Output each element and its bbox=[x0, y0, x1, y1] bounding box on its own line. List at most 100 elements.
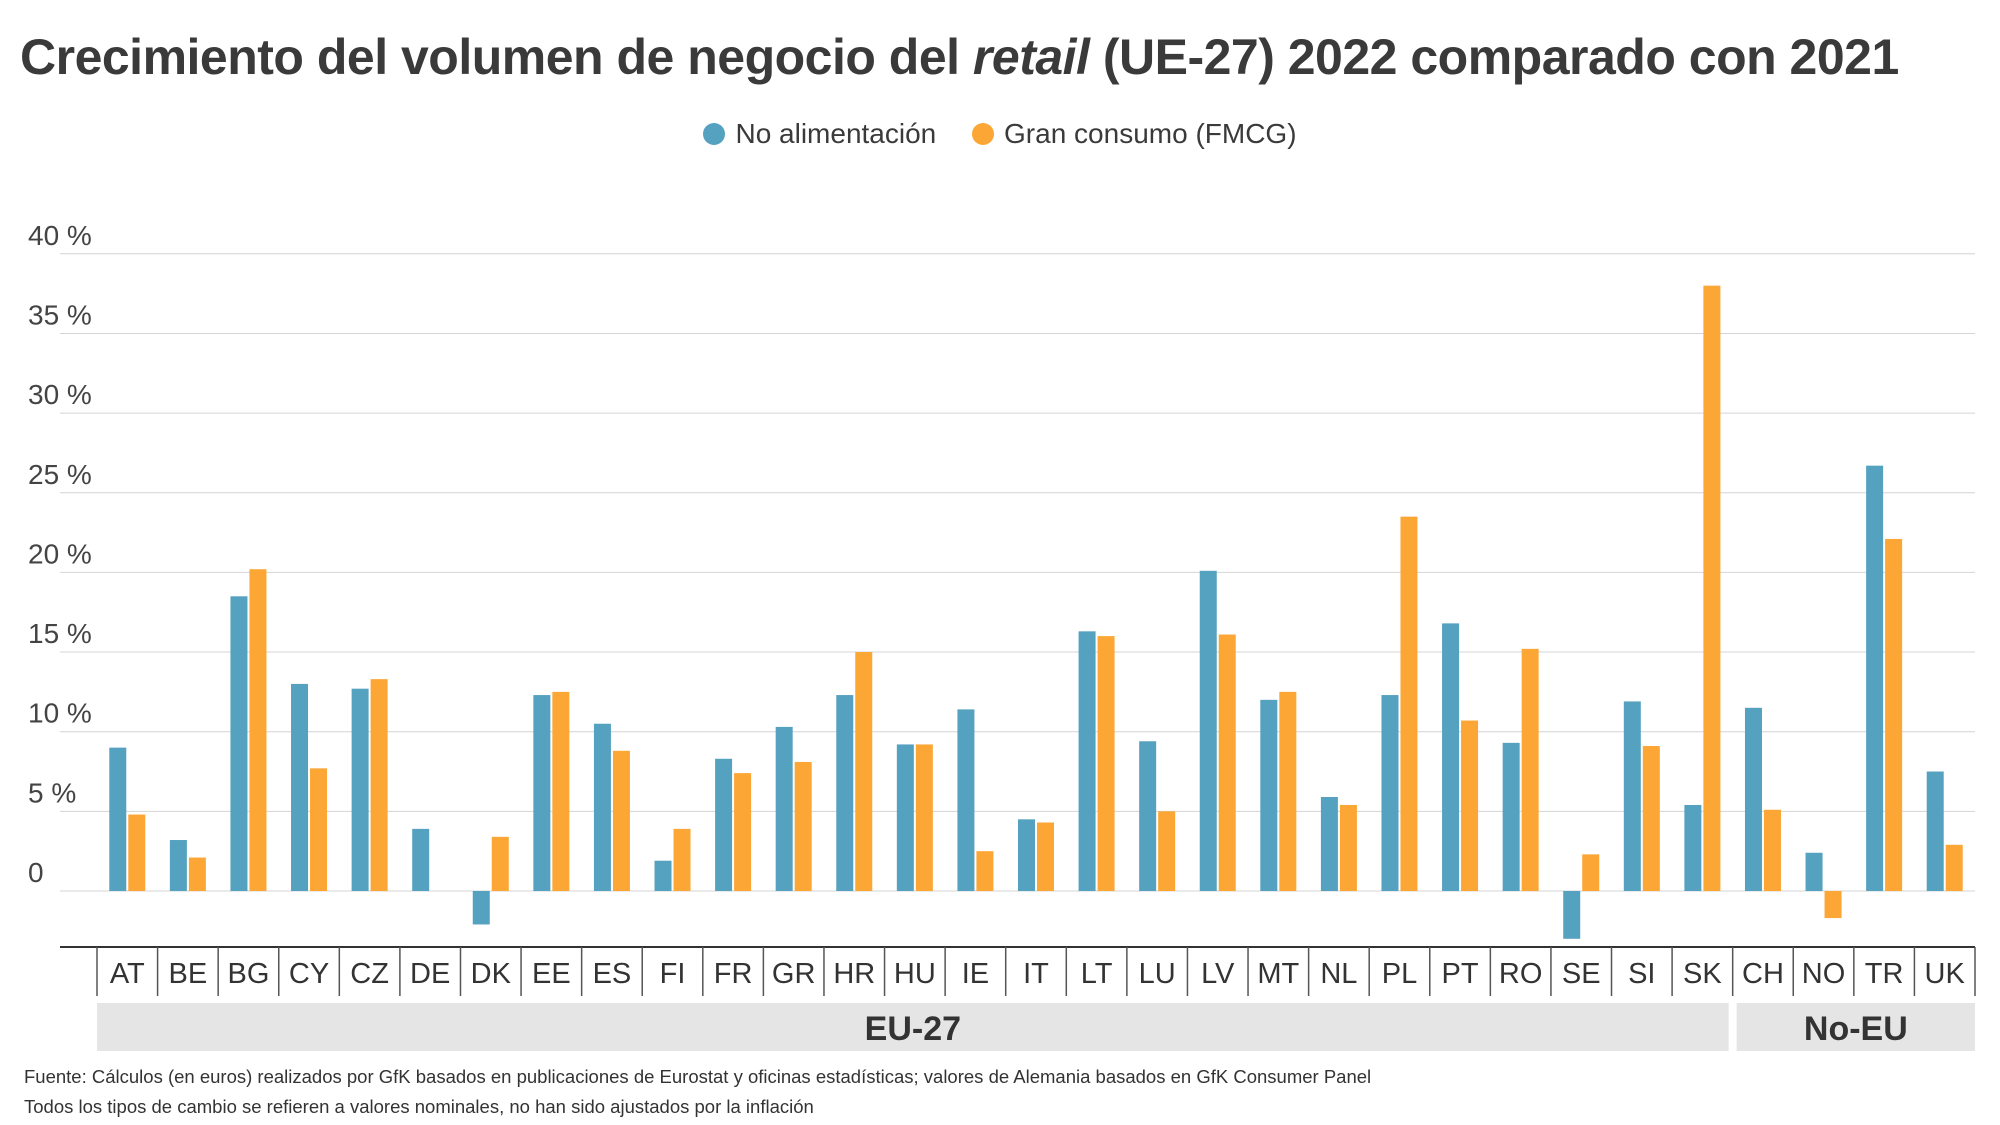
x-tick-label-cz: CZ bbox=[350, 958, 389, 990]
legend-dot-no-alimentacion bbox=[703, 123, 726, 145]
x-tick-label-lv: LV bbox=[1201, 958, 1235, 990]
bar-no-alimentacion-it bbox=[1018, 819, 1035, 891]
group-label-eu-27: EU-27 bbox=[865, 1010, 961, 1048]
bar-gran-consumo-lu bbox=[1158, 811, 1176, 891]
bar-gran-consumo-be bbox=[188, 857, 206, 891]
x-tick-label-pl: PL bbox=[1382, 958, 1417, 990]
bar-gran-consumo-it bbox=[1037, 822, 1054, 891]
bar-gran-consumo-ch bbox=[1763, 809, 1781, 891]
bar-no-alimentacion-si bbox=[1623, 701, 1641, 891]
bar-gran-consumo-bg bbox=[249, 569, 267, 891]
bar-no-alimentacion-fr bbox=[715, 758, 733, 891]
bar-no-alimentacion-se bbox=[1563, 891, 1581, 939]
x-tick-label-fr: FR bbox=[714, 958, 753, 990]
x-tick-label-mt: MT bbox=[1257, 958, 1299, 990]
bar-no-alimentacion-sk bbox=[1684, 804, 1702, 891]
bar-gran-consumo-si bbox=[1642, 746, 1660, 891]
bar-no-alimentacion-es bbox=[593, 723, 611, 891]
group-label-no-eu: No-EU bbox=[1804, 1010, 1908, 1048]
y-tick-label: 10 % bbox=[28, 698, 92, 729]
x-tick-label-be: BE bbox=[169, 958, 208, 990]
x-tick-label-gr: GR bbox=[772, 958, 816, 990]
x-tick-label-de: DE bbox=[410, 958, 450, 990]
chart-title-rest: (UE-27) 2022 comparado con 2021 bbox=[1089, 29, 1899, 85]
bar-no-alimentacion-ro bbox=[1502, 742, 1520, 891]
chart-title: Crecimiento del volumen de negocio del r… bbox=[20, 28, 1899, 86]
bar-gran-consumo-ee bbox=[552, 691, 570, 891]
bar-no-alimentacion-uk bbox=[1926, 771, 1944, 891]
x-tick-label-se: SE bbox=[1562, 958, 1601, 990]
bar-gran-consumo-gr bbox=[794, 761, 812, 891]
group-band-no-eu bbox=[1736, 1003, 1975, 1051]
y-tick-label: 0 bbox=[28, 857, 44, 888]
footnote-inflation: Todos los tipos de cambio se refieren a … bbox=[24, 1096, 814, 1117]
legend-dot-gran-consumo bbox=[972, 123, 995, 145]
legend-item-no-alimentacion: No alimentación bbox=[703, 118, 936, 150]
x-tick-label-pt: PT bbox=[1442, 958, 1479, 990]
bar-no-alimentacion-ee bbox=[533, 695, 551, 891]
bar-no-alimentacion-dk bbox=[472, 891, 490, 925]
bar-gran-consumo-nl bbox=[1339, 804, 1357, 891]
bar-no-alimentacion-ch bbox=[1744, 707, 1762, 891]
group-band-eu-27 bbox=[97, 1003, 1729, 1051]
footnote-source: Fuente: Cálculos (en euros) realizados p… bbox=[24, 1066, 1372, 1087]
bar-gran-consumo-uk bbox=[1945, 844, 1963, 891]
y-tick-label: 40 % bbox=[28, 220, 92, 251]
x-tick-label-it: IT bbox=[1023, 958, 1049, 990]
y-tick-label: 25 % bbox=[28, 459, 92, 490]
bar-no-alimentacion-lt bbox=[1078, 631, 1096, 891]
y-tick-label: 35 % bbox=[28, 299, 92, 330]
bar-no-alimentacion-mt bbox=[1260, 699, 1278, 891]
x-tick-label-sk: SK bbox=[1683, 958, 1722, 990]
bar-no-alimentacion-cy bbox=[291, 683, 309, 891]
y-tick-label: 30 % bbox=[28, 379, 92, 410]
y-tick-label: 15 % bbox=[28, 618, 92, 649]
x-tick-label-bg: BG bbox=[227, 958, 269, 990]
bar-no-alimentacion-gr bbox=[775, 726, 793, 891]
chart-title-main: Crecimiento del volumen de negocio del bbox=[20, 29, 973, 85]
bar-gran-consumo-at bbox=[128, 814, 146, 891]
x-tick-label-fi: FI bbox=[660, 958, 686, 990]
bar-no-alimentacion-tr bbox=[1866, 465, 1884, 891]
bar-no-alimentacion-pl bbox=[1381, 695, 1399, 891]
bar-gran-consumo-es bbox=[612, 750, 630, 891]
x-tick-label-tr: TR bbox=[1865, 958, 1904, 990]
x-tick-label-ee: EE bbox=[532, 958, 571, 990]
bar-no-alimentacion-hu bbox=[896, 744, 914, 891]
x-tick-label-si: SI bbox=[1628, 958, 1655, 990]
y-tick-label: 20 % bbox=[28, 538, 92, 569]
bar-no-alimentacion-cz bbox=[351, 688, 369, 891]
bar-gran-consumo-pt bbox=[1461, 720, 1479, 891]
x-tick-label-nl: NL bbox=[1320, 958, 1357, 990]
bar-no-alimentacion-at bbox=[109, 747, 127, 891]
x-tick-label-dk: DK bbox=[471, 958, 512, 990]
x-tick-label-at: AT bbox=[110, 958, 145, 990]
bar-no-alimentacion-hr bbox=[836, 695, 854, 891]
bar-gran-consumo-mt bbox=[1279, 691, 1297, 891]
bar-gran-consumo-ro bbox=[1521, 648, 1539, 891]
chart-legend: No alimentación Gran consumo (FMCG) bbox=[0, 118, 2000, 150]
y-tick-label: 5 % bbox=[28, 777, 76, 808]
bar-no-alimentacion-lv bbox=[1199, 570, 1217, 891]
bar-gran-consumo-sk bbox=[1703, 285, 1721, 891]
bar-no-alimentacion-be bbox=[169, 840, 187, 891]
x-tick-label-lu: LU bbox=[1139, 958, 1176, 990]
legend-label-no-alimentacion: No alimentación bbox=[735, 118, 937, 149]
legend-item-gran-consumo: Gran consumo (FMCG) bbox=[972, 118, 1297, 150]
bar-no-alimentacion-ie bbox=[957, 709, 975, 891]
bar-gran-consumo-hr bbox=[855, 652, 873, 891]
bar-gran-consumo-no bbox=[1824, 891, 1842, 919]
bar-no-alimentacion-bg bbox=[230, 596, 248, 891]
bar-gran-consumo-pl bbox=[1400, 516, 1418, 891]
bar-gran-consumo-lt bbox=[1097, 636, 1115, 891]
x-tick-label-hu: HU bbox=[894, 958, 936, 990]
bar-no-alimentacion-nl bbox=[1320, 797, 1338, 891]
bar-no-alimentacion-lu bbox=[1139, 741, 1157, 891]
bar-gran-consumo-ie bbox=[976, 851, 994, 891]
bar-gran-consumo-fi bbox=[673, 828, 691, 891]
bar-no-alimentacion-fi bbox=[654, 860, 672, 891]
bar-gran-consumo-cy bbox=[310, 768, 328, 891]
x-tick-label-ro: RO bbox=[1499, 958, 1543, 990]
x-tick-label-es: ES bbox=[593, 958, 632, 990]
bar-gran-consumo-tr bbox=[1885, 538, 1903, 891]
